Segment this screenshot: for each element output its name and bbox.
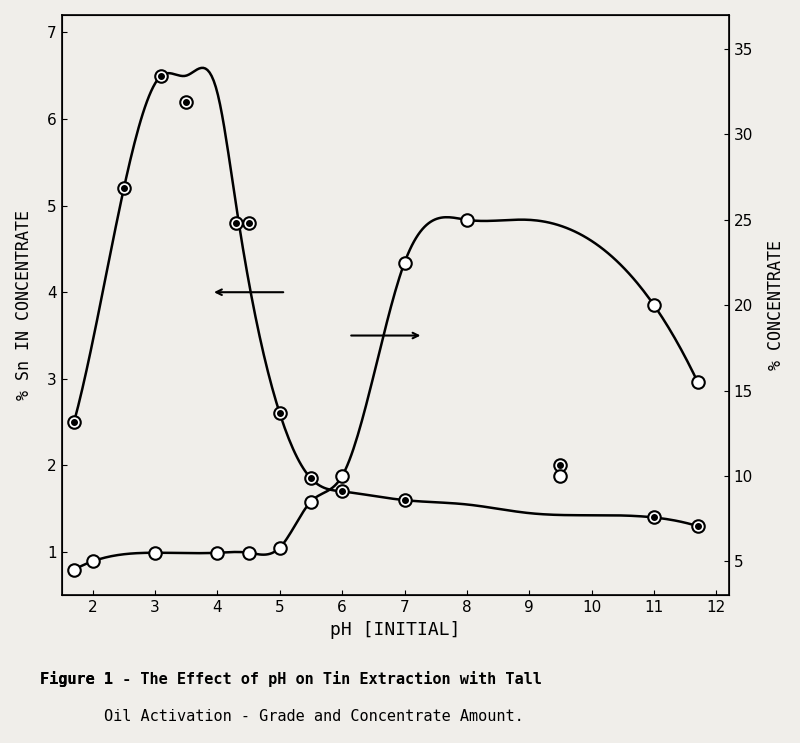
X-axis label: pH [INITIAL]: pH [INITIAL] — [330, 621, 461, 639]
Y-axis label: % Sn IN CONCENTRATE: % Sn IN CONCENTRATE — [15, 210, 33, 400]
Text: Figure 1 - The Effect of pH on Tin Extraction with Tall: Figure 1 - The Effect of pH on Tin Extra… — [40, 671, 542, 687]
Text: Oil Activation - Grade and Concentrate Amount.: Oil Activation - Grade and Concentrate A… — [104, 709, 524, 724]
Text: Figure 1: Figure 1 — [40, 671, 113, 687]
Y-axis label: % CONCENTRATE: % CONCENTRATE — [767, 240, 785, 370]
